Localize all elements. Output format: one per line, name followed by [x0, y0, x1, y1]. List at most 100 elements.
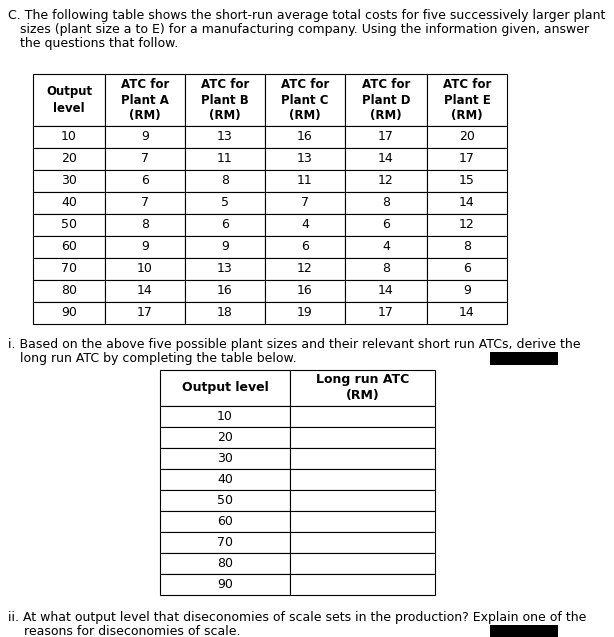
Text: 16: 16 [297, 285, 313, 297]
Text: 90: 90 [217, 578, 233, 591]
Text: 8: 8 [382, 196, 390, 210]
Text: 20: 20 [61, 152, 77, 166]
Text: 40: 40 [61, 196, 77, 210]
Bar [427, 302, 507, 324]
Text: 6: 6 [463, 262, 471, 275]
Text: i. Based on the above five possible plant sizes and their relevant short run ATC: i. Based on the above five possible plan… [8, 338, 580, 351]
Text: 9: 9 [463, 285, 471, 297]
Bar [33, 192, 105, 214]
Bar [345, 258, 427, 280]
Bar [290, 511, 435, 532]
Bar [160, 574, 290, 595]
Bar [290, 553, 435, 574]
Bar [105, 280, 185, 302]
Bar [185, 236, 265, 258]
Text: 50: 50 [61, 218, 77, 231]
Bar [265, 74, 345, 126]
Bar [265, 192, 345, 214]
Bar [33, 170, 105, 192]
Bar [105, 74, 185, 126]
Bar [290, 427, 435, 448]
Bar [105, 214, 185, 236]
Text: 50: 50 [217, 494, 233, 507]
Bar [185, 148, 265, 170]
Bar [160, 511, 290, 532]
Text: 14: 14 [378, 285, 394, 297]
Text: 30: 30 [61, 175, 77, 187]
Text: 4: 4 [382, 241, 390, 254]
Bar [185, 258, 265, 280]
Text: 18: 18 [217, 306, 233, 320]
Text: 13: 13 [217, 131, 233, 143]
Bar [160, 490, 290, 511]
Text: ii. At what output level that diseconomies of scale sets in the production? Expl: ii. At what output level that diseconomi… [8, 611, 586, 624]
Bar [185, 74, 265, 126]
Text: 8: 8 [221, 175, 229, 187]
Text: 14: 14 [459, 306, 475, 320]
Text: 8: 8 [382, 262, 390, 275]
Text: reasons for diseconomies of scale.: reasons for diseconomies of scale. [8, 625, 241, 637]
Text: 12: 12 [297, 262, 313, 275]
Bar [265, 126, 345, 148]
Bar [33, 280, 105, 302]
Text: 11: 11 [217, 152, 233, 166]
Bar [427, 258, 507, 280]
Bar [33, 258, 105, 280]
Bar [345, 214, 427, 236]
Text: 16: 16 [297, 131, 313, 143]
Text: 6: 6 [221, 218, 229, 231]
Text: 6: 6 [301, 241, 309, 254]
Bar [265, 214, 345, 236]
Bar [160, 406, 290, 427]
Text: 14: 14 [137, 285, 153, 297]
Bar [490, 352, 558, 365]
Text: ATC for
Plant C
(RM): ATC for Plant C (RM) [281, 78, 329, 122]
Bar [345, 148, 427, 170]
Bar [185, 214, 265, 236]
Bar [427, 148, 507, 170]
Bar [427, 236, 507, 258]
Bar [345, 126, 427, 148]
Bar [33, 74, 105, 126]
Bar [427, 74, 507, 126]
Bar [427, 170, 507, 192]
Text: 12: 12 [459, 218, 475, 231]
Bar [185, 280, 265, 302]
Bar [105, 236, 185, 258]
Text: 90: 90 [61, 306, 77, 320]
Text: 17: 17 [378, 131, 394, 143]
Text: Output
level: Output level [46, 85, 92, 115]
Bar [427, 214, 507, 236]
Bar [105, 302, 185, 324]
Bar [33, 214, 105, 236]
Bar [160, 469, 290, 490]
Bar [185, 302, 265, 324]
Text: long run ATC by completing the table below.: long run ATC by completing the table bel… [8, 352, 297, 365]
Text: 7: 7 [141, 152, 149, 166]
Bar [290, 406, 435, 427]
Bar [105, 148, 185, 170]
Text: 5: 5 [221, 196, 229, 210]
Text: ATC for
Plant E
(RM): ATC for Plant E (RM) [443, 78, 491, 122]
Bar [265, 170, 345, 192]
Bar [105, 192, 185, 214]
Bar [160, 370, 290, 406]
Text: 10: 10 [137, 262, 153, 275]
Text: 13: 13 [217, 262, 233, 275]
Text: 13: 13 [297, 152, 313, 166]
Bar [265, 302, 345, 324]
Bar [290, 490, 435, 511]
Text: 10: 10 [217, 410, 233, 423]
Bar [345, 280, 427, 302]
Bar [427, 280, 507, 302]
Text: 9: 9 [141, 241, 149, 254]
Bar [345, 74, 427, 126]
Bar [33, 236, 105, 258]
Text: the questions that follow.: the questions that follow. [8, 37, 178, 50]
Text: 19: 19 [297, 306, 313, 320]
Bar [33, 302, 105, 324]
Text: 14: 14 [378, 152, 394, 166]
Text: sizes (plant size a to E) for a manufacturing company. Using the information giv: sizes (plant size a to E) for a manufact… [8, 23, 589, 36]
Bar [290, 469, 435, 490]
Bar [160, 532, 290, 553]
